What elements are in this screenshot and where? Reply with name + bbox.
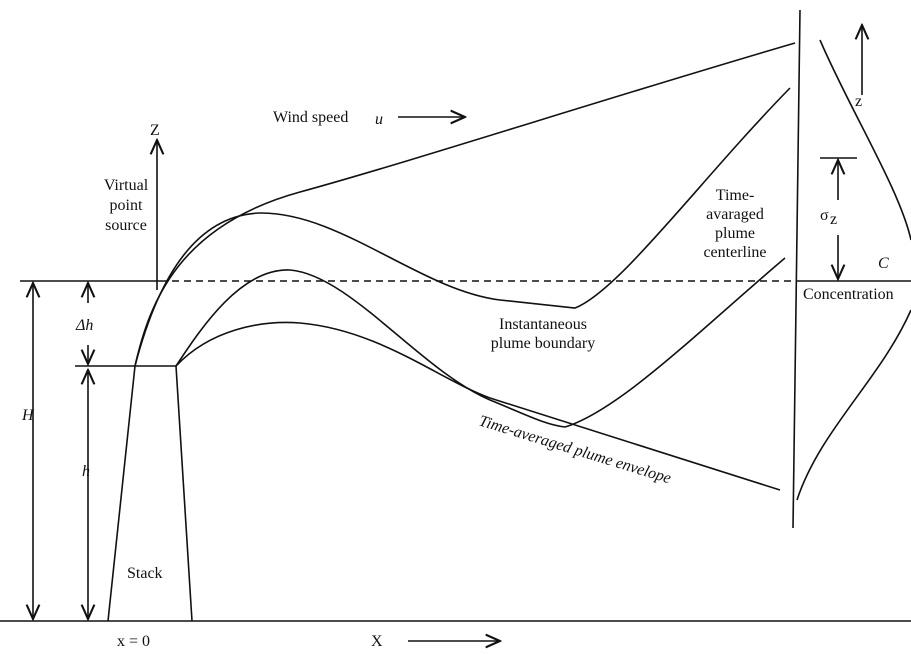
label-line: plume (715, 225, 755, 242)
stack-shape (107, 365, 193, 622)
instantaneous-upper (134, 87, 791, 367)
dh-label: Δh (75, 317, 93, 334)
envelope-curve (175, 321, 781, 491)
H-label: H (21, 407, 35, 424)
x-label: X (371, 633, 383, 650)
wind-profile-curve (134, 42, 796, 367)
label-line: avaraged (706, 206, 764, 223)
instantaneous-label: Instantaneous plume boundary (491, 316, 595, 352)
concentration-label: Concentration (803, 286, 894, 303)
wind-symbol: u (375, 111, 383, 128)
wind-label: Wind speed (273, 109, 348, 126)
profile-z-label: z (855, 93, 862, 110)
h-label: h (82, 463, 90, 480)
instantaneous-lower (175, 257, 786, 428)
profile-axis (792, 9, 801, 529)
label-line: Instantaneous (499, 316, 587, 333)
centerline-label: Time-avaraged plume centerline (703, 187, 766, 261)
label-line: Virtual (104, 177, 149, 194)
c-label: C (878, 255, 889, 272)
label-line: plume boundary (491, 335, 595, 352)
sigma-sub: z (830, 211, 837, 228)
drawing (0, 9, 911, 641)
label-line: source (105, 217, 147, 234)
z-label: Z (150, 122, 160, 139)
label-line: point (110, 197, 143, 214)
label-line: centerline (703, 244, 766, 261)
sigma-label: σ (820, 207, 829, 224)
x0-label: x = 0 (117, 633, 150, 650)
stack-label: Stack (127, 565, 163, 582)
vps-label: Virtual point source (104, 177, 149, 234)
label-line: Time- (716, 187, 755, 204)
concentration-profile (796, 39, 911, 501)
